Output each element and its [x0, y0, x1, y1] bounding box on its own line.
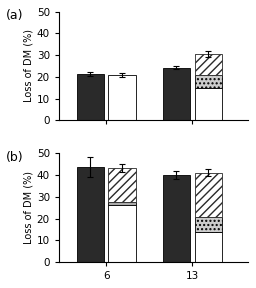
Bar: [195, 54, 222, 75]
Y-axis label: Loss of DM (%): Loss of DM (%): [24, 171, 34, 244]
Bar: [195, 75, 222, 88]
Bar: [195, 173, 222, 217]
Text: (a): (a): [6, 9, 23, 22]
Bar: [108, 75, 136, 120]
Bar: [108, 168, 136, 202]
Bar: [77, 167, 104, 262]
Bar: [77, 74, 104, 120]
Bar: [163, 175, 190, 262]
Bar: [108, 205, 136, 262]
Bar: [195, 217, 222, 232]
Bar: [195, 232, 222, 262]
Bar: [108, 202, 136, 205]
Bar: [163, 67, 190, 120]
Text: (b): (b): [6, 151, 24, 164]
Y-axis label: Loss of DM (%): Loss of DM (%): [24, 29, 34, 103]
Bar: [195, 88, 222, 120]
